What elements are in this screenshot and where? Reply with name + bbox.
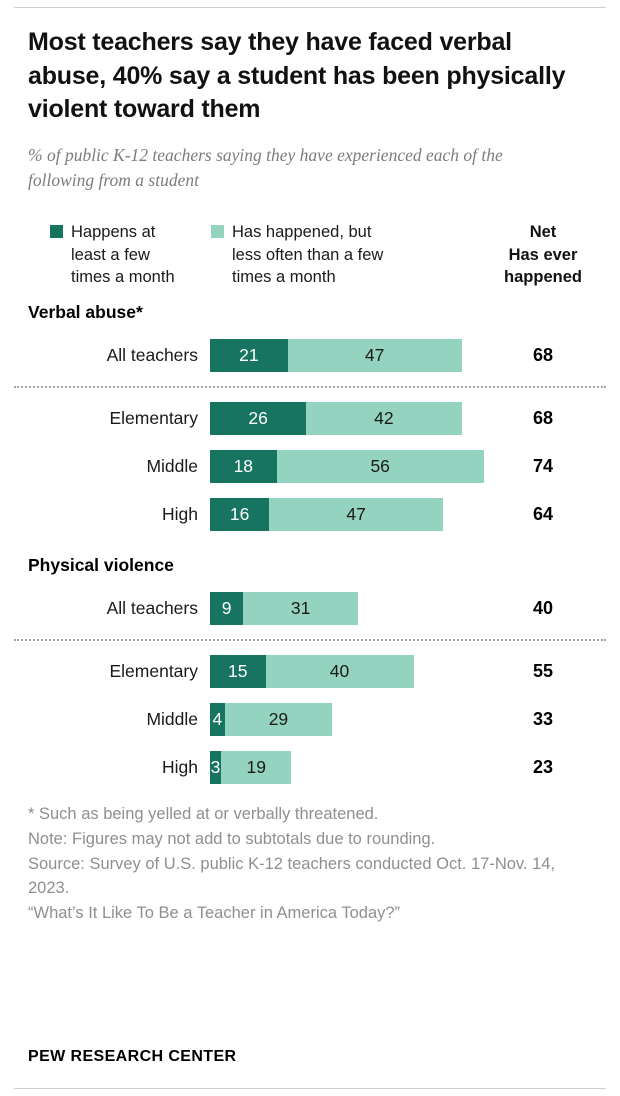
bar-segment: 42 [306, 402, 462, 436]
bar-segment: 26 [210, 402, 307, 436]
bar-value-label: 40 [329, 661, 350, 682]
bar-value-label: 4 [212, 709, 223, 730]
bar-value-label: 15 [228, 661, 248, 682]
bar-value-label: 31 [290, 598, 311, 619]
footnote-note: Note: Figures may not add to subtotals d… [28, 829, 436, 848]
bar-track: 15 40 [210, 655, 494, 689]
net-value: 64 [532, 504, 554, 525]
category-label: Middle [146, 456, 198, 477]
category-label: All teachers [106, 598, 198, 619]
bar-row: High 3 19 23 [28, 751, 592, 785]
bar-value-label: 56 [370, 456, 390, 477]
footnote-asterisk: * Such as being yelled at or verbally th… [28, 805, 379, 824]
net-value: 55 [532, 661, 554, 682]
bar-track: 4 29 [210, 703, 494, 737]
bar-track: 3 19 [210, 751, 494, 785]
bar-segment: 15 [210, 655, 266, 689]
bar-segment: 21 [210, 339, 288, 373]
net-value: 68 [532, 345, 554, 366]
chart-subtitle: % of public K-12 teachers saying they ha… [28, 144, 503, 190]
bar-row: All teachers 21 47 68 [28, 339, 592, 373]
bar-track: 18 56 [210, 450, 494, 484]
net-value: 74 [532, 456, 554, 477]
bar-track: 26 42 [210, 402, 494, 436]
bar-value-label: 19 [246, 757, 266, 778]
bar-row: Middle 4 29 33 [28, 703, 592, 737]
bar-value-label: 16 [229, 504, 250, 525]
bottom-divider [14, 1088, 606, 1089]
bar-value-label: 18 [233, 456, 254, 477]
net-header-line1: Net [529, 223, 557, 242]
bar-value-label: 42 [374, 408, 394, 429]
category-label: High [162, 504, 198, 525]
legend-items: Happens at least a few times a month Has … [28, 221, 404, 288]
net-value: 40 [532, 598, 554, 619]
net-value: 23 [532, 757, 554, 778]
category-label: High [162, 757, 198, 778]
category-label: Elementary [109, 661, 198, 682]
pew-research-center-logo-text: PEW RESEARCH CENTER [28, 1048, 237, 1065]
bar-value-label: 47 [346, 504, 366, 525]
legend-item: Has happened, but less often than a few … [211, 221, 404, 288]
legend-label: Happens at least a few times a month [71, 223, 175, 286]
bar-segment: 47 [287, 339, 462, 373]
category-label: Elementary [109, 408, 198, 429]
bar-segment: 31 [243, 592, 358, 626]
footnote-report-title: “What’s It Like To Be a Teacher in Ameri… [28, 904, 401, 923]
dotted-divider [14, 639, 606, 642]
bar-value-label: 47 [364, 345, 385, 366]
bar-value-label: 21 [239, 345, 259, 366]
chart-title: Most teachers say they have faced verbal… [28, 28, 566, 123]
bar-value-label: 26 [248, 408, 268, 429]
bar-track: 9 31 [210, 592, 494, 626]
bar-segment: 18 [210, 450, 277, 484]
bar-row: All teachers 9 31 40 [28, 592, 592, 626]
net-value: 68 [532, 408, 554, 429]
bar-row: High 16 47 64 [28, 498, 592, 532]
bar-segment: 3 [210, 751, 222, 785]
bar-segment: 19 [221, 751, 292, 785]
bar-value-label: 9 [221, 598, 232, 619]
bar-chart: Verbal abuse* All teachers 21 47 68 Elementar… [14, 302, 606, 785]
section-label: Physical violence [28, 555, 174, 576]
bar-row: Elementary 26 42 68 [28, 402, 592, 436]
bar-segment: 9 [210, 592, 244, 626]
net-value: 33 [532, 709, 554, 730]
legend-label: Has happened, but less often than a few … [232, 223, 384, 286]
bar-value-label: 3 [210, 757, 221, 778]
footnote-source: Source: Survey of U.S. public K-12 teach… [28, 854, 556, 898]
bar-track: 21 47 [210, 339, 494, 373]
bar-row: Middle 18 56 74 [28, 450, 592, 484]
bar-row: Elementary 15 40 55 [28, 655, 592, 689]
bar-segment: 16 [210, 498, 270, 532]
bar-segment: 29 [224, 703, 333, 737]
bar-segment: 4 [210, 703, 225, 737]
footnotes: * Such as being yelled at or verbally th… [28, 802, 592, 926]
section-label: Verbal abuse* [28, 302, 143, 323]
category-label: Middle [146, 709, 198, 730]
legend-swatch [211, 225, 224, 239]
net-header-line2: Has ever happened [504, 245, 582, 286]
net-column-header: Net Has ever happened [494, 221, 592, 288]
bar-segment: 40 [265, 655, 414, 689]
bar-segment: 47 [269, 498, 444, 532]
bar-value-label: 29 [268, 709, 289, 730]
legend-swatch [50, 225, 63, 239]
bar-track: 16 47 [210, 498, 494, 532]
top-divider [14, 7, 606, 8]
bar-segment: 56 [276, 450, 484, 484]
category-label: All teachers [106, 345, 198, 366]
dotted-divider [14, 386, 606, 389]
legend-item: Happens at least a few times a month [50, 221, 183, 288]
legend: Happens at least a few times a month Has … [28, 221, 592, 288]
